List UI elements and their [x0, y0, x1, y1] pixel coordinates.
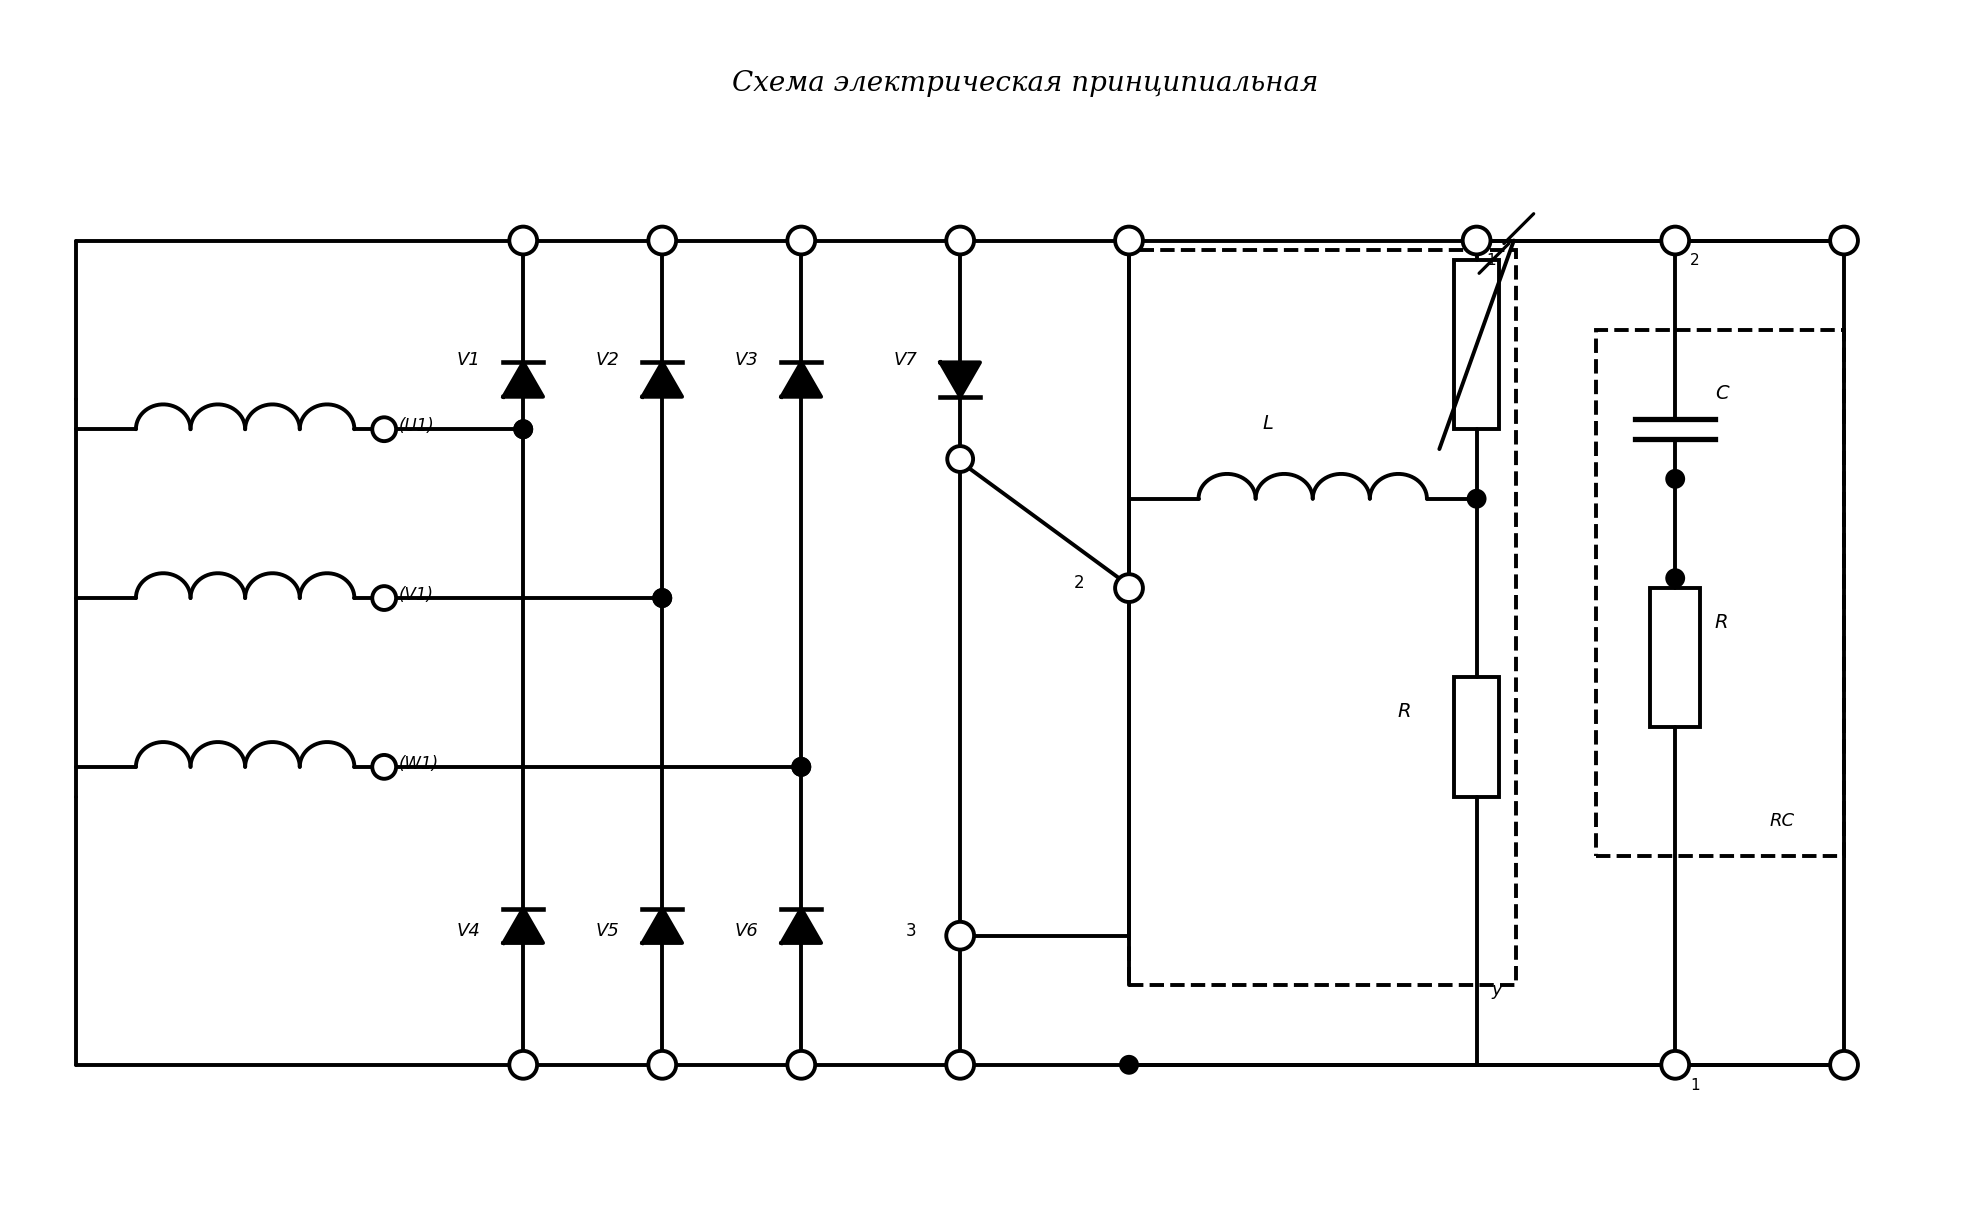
Circle shape — [787, 227, 814, 255]
Circle shape — [1664, 469, 1686, 489]
Circle shape — [787, 1051, 814, 1079]
Circle shape — [1463, 227, 1491, 255]
Text: V1: V1 — [458, 350, 481, 368]
Text: R: R — [1716, 612, 1727, 632]
Bar — [1595, 330, 1844, 856]
Circle shape — [1114, 227, 1144, 255]
Text: y: y — [1491, 981, 1503, 999]
Circle shape — [791, 757, 810, 777]
Text: V2: V2 — [596, 350, 619, 368]
Polygon shape — [643, 362, 682, 396]
Text: V3: V3 — [736, 350, 759, 368]
Text: Схема электрическая принципиальная: Схема электрическая принципиальная — [732, 70, 1319, 97]
Circle shape — [373, 586, 396, 610]
Text: R: R — [1396, 702, 1410, 721]
Text: V7: V7 — [893, 350, 917, 368]
Bar — [1453, 678, 1499, 796]
Polygon shape — [781, 908, 820, 943]
Text: (W1): (W1) — [398, 755, 440, 773]
Circle shape — [947, 922, 974, 949]
Text: 2: 2 — [1075, 574, 1085, 592]
Circle shape — [1660, 227, 1690, 255]
Text: (U1): (U1) — [398, 417, 436, 435]
Text: (V1): (V1) — [398, 586, 434, 604]
Circle shape — [1118, 1055, 1140, 1075]
Circle shape — [1467, 489, 1487, 509]
Circle shape — [1830, 227, 1858, 255]
Circle shape — [509, 227, 536, 255]
Circle shape — [1830, 1051, 1858, 1079]
Circle shape — [653, 588, 672, 608]
Circle shape — [1660, 1051, 1690, 1079]
Bar — [1453, 261, 1499, 429]
Circle shape — [509, 1051, 536, 1079]
Circle shape — [947, 446, 972, 472]
Polygon shape — [781, 362, 820, 396]
Text: 1: 1 — [1487, 254, 1497, 268]
Circle shape — [1664, 568, 1686, 588]
Text: V5: V5 — [596, 922, 619, 940]
Polygon shape — [503, 362, 542, 396]
Text: 2: 2 — [1690, 254, 1700, 268]
Circle shape — [791, 757, 810, 777]
Circle shape — [513, 419, 532, 440]
Polygon shape — [503, 908, 542, 943]
Circle shape — [649, 1051, 676, 1079]
Text: L: L — [1262, 414, 1274, 434]
Text: RC: RC — [1769, 813, 1795, 830]
Circle shape — [513, 419, 532, 440]
Polygon shape — [941, 362, 980, 396]
Text: 3: 3 — [905, 922, 915, 940]
Circle shape — [649, 227, 676, 255]
Text: V6: V6 — [736, 922, 759, 940]
Text: C: C — [1716, 384, 1729, 403]
Circle shape — [373, 755, 396, 779]
Circle shape — [1114, 574, 1144, 602]
Bar — [1651, 588, 1700, 727]
Circle shape — [947, 1051, 974, 1079]
Polygon shape — [643, 908, 682, 943]
Bar — [1130, 250, 1516, 986]
Circle shape — [373, 417, 396, 441]
Circle shape — [947, 227, 974, 255]
Circle shape — [653, 588, 672, 608]
Text: 1: 1 — [1690, 1078, 1700, 1092]
Text: V4: V4 — [458, 922, 481, 940]
